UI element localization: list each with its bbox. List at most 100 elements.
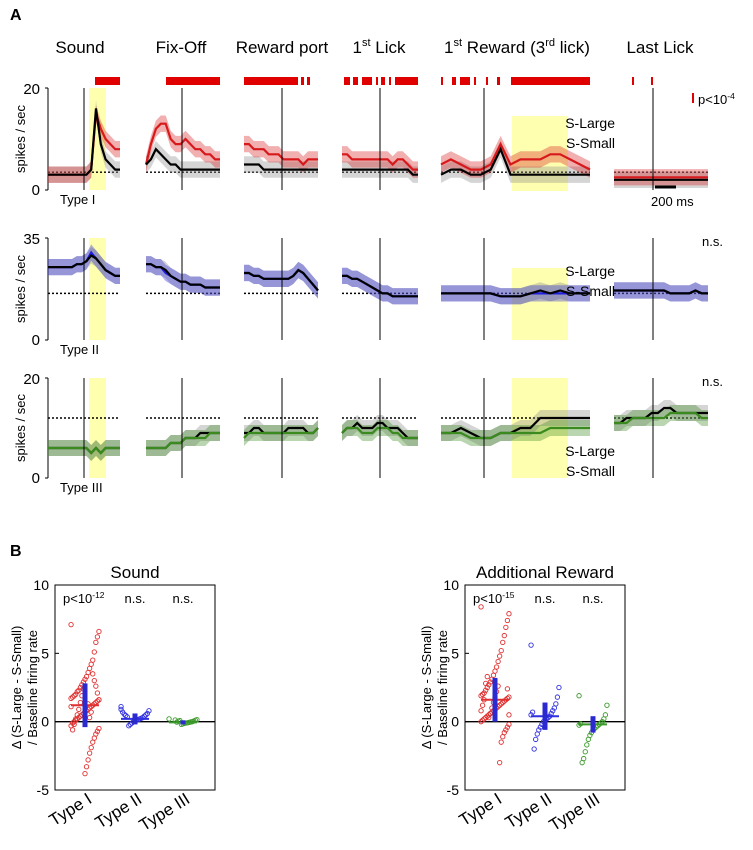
cell-type-label: Type II (60, 342, 99, 357)
significance-mark (381, 77, 385, 85)
y-tick-label: -5 (447, 782, 460, 798)
y-tick-label: 0 (41, 714, 49, 730)
data-point (94, 698, 101, 704)
significance-mark (307, 77, 310, 85)
data-point (478, 693, 484, 699)
data-point (96, 725, 102, 732)
sem-band-large (48, 105, 120, 183)
sem-band-large (146, 256, 220, 296)
sem-band-large (146, 115, 220, 173)
category-label: Type II (502, 789, 555, 832)
legend-large: S-Large (565, 443, 615, 459)
y-tick-label: 20 (23, 371, 40, 388)
sd-bar (492, 677, 498, 722)
data-point (91, 678, 97, 684)
data-point (94, 728, 101, 734)
data-point (77, 699, 84, 706)
epoch-title: Last Lick (626, 38, 694, 57)
significance-mark (441, 77, 443, 85)
category-label: Type I (46, 789, 95, 830)
data-point (531, 746, 537, 752)
series-line-small (145, 147, 220, 171)
legend-large: S-Large (565, 115, 615, 131)
data-point (483, 680, 489, 687)
data-point (146, 708, 152, 714)
sem-band-small (441, 282, 590, 305)
data-point (495, 658, 501, 665)
y-axis-label: spikes / sec (13, 105, 28, 173)
data-point (118, 703, 124, 710)
significance-annotation: n.s. (173, 591, 194, 606)
data-point (90, 671, 96, 677)
data-point (500, 639, 506, 646)
data-point (69, 720, 76, 726)
data-point (483, 714, 489, 721)
data-point (90, 739, 96, 745)
scale-bar-label: 200 ms (651, 194, 694, 209)
data-point (534, 731, 540, 737)
y-tick-label: 0 (451, 714, 459, 730)
significance-annotation: p<10-15 (473, 590, 515, 606)
data-point (88, 709, 94, 715)
sem-band-small (244, 420, 318, 441)
data-point (69, 694, 76, 700)
data-point (504, 724, 511, 730)
data-point (506, 712, 512, 718)
epoch-title: Reward port (236, 38, 329, 57)
y-axis-label: spikes / sec (13, 255, 28, 323)
epoch-title: Fix-Off (156, 38, 207, 57)
series-line-large (244, 143, 318, 167)
highlight-band-reward (512, 268, 568, 340)
data-point (93, 639, 99, 646)
series-line-small (441, 289, 590, 298)
data-point (479, 717, 486, 723)
data-point (94, 690, 101, 696)
series-line-large (440, 141, 591, 171)
data-point (576, 693, 582, 699)
plot-frame (464, 584, 626, 791)
legend-small: S-Small (566, 283, 615, 299)
significance-mark (651, 77, 653, 85)
category-label: Type II (92, 789, 145, 832)
data-point (483, 687, 489, 693)
y-axis-label: Δ (S-Large - S-Small)/ Baseline firing r… (419, 626, 450, 750)
data-point (481, 716, 487, 722)
data-point (118, 706, 124, 713)
highlight-band-sound (89, 378, 106, 478)
plot-frame (54, 584, 216, 791)
data-point (496, 760, 503, 766)
series-line-small (441, 416, 590, 440)
y-tick-label: 0 (32, 182, 40, 199)
data-point (94, 634, 101, 640)
significance-mark (95, 77, 120, 85)
data-point (504, 686, 511, 692)
significance-mark (344, 77, 350, 85)
sem-band-large (244, 135, 318, 173)
cell-type-label: Type III (60, 480, 103, 495)
data-point (503, 727, 509, 733)
significance-annotation: n.s. (125, 591, 146, 606)
data-point (82, 770, 88, 777)
data-point (604, 702, 610, 708)
y-tick-label: 20 (23, 81, 40, 98)
data-point (554, 694, 561, 700)
y-tick-label: 5 (41, 645, 49, 661)
data-point (501, 632, 507, 639)
significance-label: n.s. (702, 374, 723, 389)
significance-mark (632, 77, 634, 85)
legend-small: S-Small (566, 463, 615, 479)
data-point (486, 714, 492, 721)
series-line-large (441, 426, 590, 440)
data-point (76, 687, 82, 693)
data-point (71, 721, 77, 728)
data-point (551, 705, 557, 711)
category-label: Type I (456, 789, 505, 830)
data-point (123, 712, 129, 719)
data-point (529, 709, 536, 715)
significance-mark (389, 77, 391, 85)
data-point (76, 714, 82, 721)
y-axis-label: spikes / sec (13, 394, 28, 462)
y-tick-label: 5 (451, 645, 459, 661)
panel-label-b: B (10, 543, 22, 560)
